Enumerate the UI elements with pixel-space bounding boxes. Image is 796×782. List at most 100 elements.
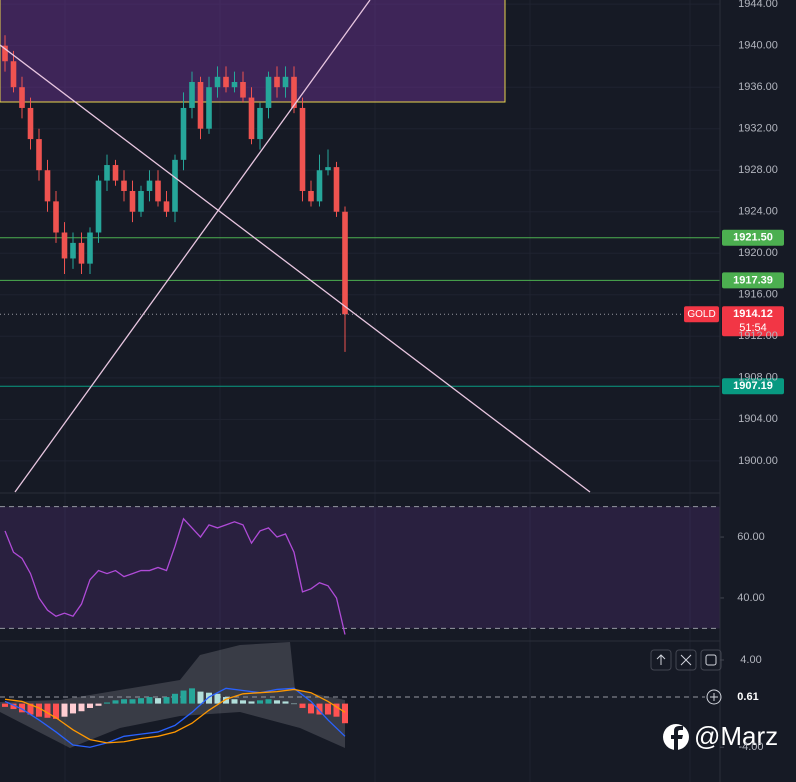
macd-line (4, 687, 346, 748)
candle-body (78, 242, 85, 264)
candle-body (61, 232, 68, 259)
arrow-icon (656, 654, 666, 665)
candle-body (206, 87, 212, 129)
add-button[interactable] (706, 689, 722, 705)
candle-body (231, 82, 238, 88)
candle-body (70, 242, 76, 259)
y-tick-label: 1932.00 (738, 123, 778, 135)
candle-body (282, 76, 289, 88)
y-tick-label: 1900.00 (738, 455, 778, 467)
macd-level-label: 0.61 (737, 691, 758, 703)
candle-body (163, 201, 170, 212)
macd-histogram-bar (265, 699, 272, 704)
candle-body (291, 76, 297, 108)
macd-histogram-bar (172, 693, 178, 704)
close-icon (680, 654, 692, 666)
rsi-line (4, 517, 346, 635)
macd-histogram-bar (36, 703, 42, 717)
macd-histogram-bar (180, 690, 187, 704)
y-tick-label: 1924.00 (738, 206, 778, 218)
price-badge-label: 1907.19 (733, 380, 773, 392)
price-badge (722, 229, 784, 246)
macd-histogram-bar (325, 703, 331, 715)
watermark: @Marz (663, 721, 778, 751)
candle-body (19, 87, 25, 108)
candle-body (223, 76, 229, 88)
price-badge (722, 272, 784, 289)
macd-histogram-bar (95, 703, 102, 706)
candle-body (333, 167, 340, 212)
price-badge-label: 1921.50 (733, 232, 773, 244)
trend-line (14, 0, 371, 493)
candle-body (308, 190, 314, 202)
candle-body (240, 82, 246, 98)
candle-body (316, 170, 323, 202)
macd-histogram-bar (87, 703, 93, 708)
candle-body (146, 180, 153, 191)
candle-body (10, 61, 17, 88)
symbol-label: GOLD (687, 309, 715, 320)
current-price-badge (722, 306, 784, 337)
macd-histogram-bar (10, 703, 17, 710)
y-tick-label: 1908.00 (738, 372, 778, 384)
macd-histogram-bar (316, 703, 323, 715)
macd-histogram-bar (342, 703, 348, 724)
candle-body (27, 107, 34, 140)
candle-body (180, 107, 187, 160)
move-up-button[interactable] (650, 649, 672, 671)
candle-body (36, 139, 42, 171)
macd-histogram-bar (53, 703, 59, 719)
macd-histogram-bar (282, 701, 289, 704)
candle-body (189, 82, 195, 108)
candle-body (342, 211, 348, 315)
rsi-background (0, 506, 724, 629)
macd-histogram-bar (299, 703, 306, 708)
candle-body (172, 159, 178, 212)
candle-body (248, 97, 255, 140)
y-tick-label: 1920.00 (738, 247, 778, 259)
candle-body (155, 180, 161, 202)
price-badge-label: 1917.39 (733, 274, 773, 286)
macd-histogram-bar (214, 693, 221, 704)
candle-body (104, 165, 110, 181)
watermark-text: @Marz (694, 721, 778, 751)
candle-body (325, 167, 331, 171)
countdown: 51:54 (739, 322, 767, 334)
macd-histogram-bar (291, 703, 297, 705)
candle-body (138, 190, 144, 212)
macd-histogram-bar (231, 699, 238, 704)
y-tick-label: 1936.00 (738, 81, 778, 93)
candle-body (274, 76, 280, 88)
maximize-icon (705, 654, 717, 666)
trend-line (0, 44, 591, 493)
candle-body (214, 76, 221, 88)
candle-body (257, 107, 263, 140)
macd-histogram-bar (112, 700, 119, 704)
macd-histogram-bar (163, 697, 170, 704)
badges: 1921.50 1917.39 1907.19 1914.12 51:54 GOLD (684, 229, 784, 395)
macd-histogram-bar (206, 692, 212, 704)
y-tick-label: 1928.00 (738, 164, 778, 176)
macd-histogram-bar (70, 703, 76, 714)
candle-body (87, 232, 93, 264)
macd-histogram-bar (61, 703, 68, 717)
macd-tick-label: 4.00 (740, 654, 761, 666)
candle-body (95, 180, 102, 233)
macd-histogram-bar (197, 691, 204, 704)
y-tick-label: 1940.00 (738, 40, 778, 52)
macd-histogram-bar (257, 700, 263, 704)
macd-histogram-bar (78, 703, 85, 712)
macd-histogram-bar (19, 703, 25, 713)
candle-body (2, 45, 8, 62)
current-price-label: 1914.12 (733, 308, 773, 320)
candle-body (265, 76, 272, 108)
macd-histogram-bar (223, 697, 229, 704)
close-button[interactable] (675, 649, 697, 671)
rsi-band (0, 506, 720, 629)
macd-histogram-bar (146, 697, 153, 704)
y-tick-label: 1944.00 (738, 0, 778, 10)
candle-body (129, 190, 136, 212)
macd-histogram-bar (2, 703, 8, 707)
zone-rectangle (0, 0, 506, 103)
